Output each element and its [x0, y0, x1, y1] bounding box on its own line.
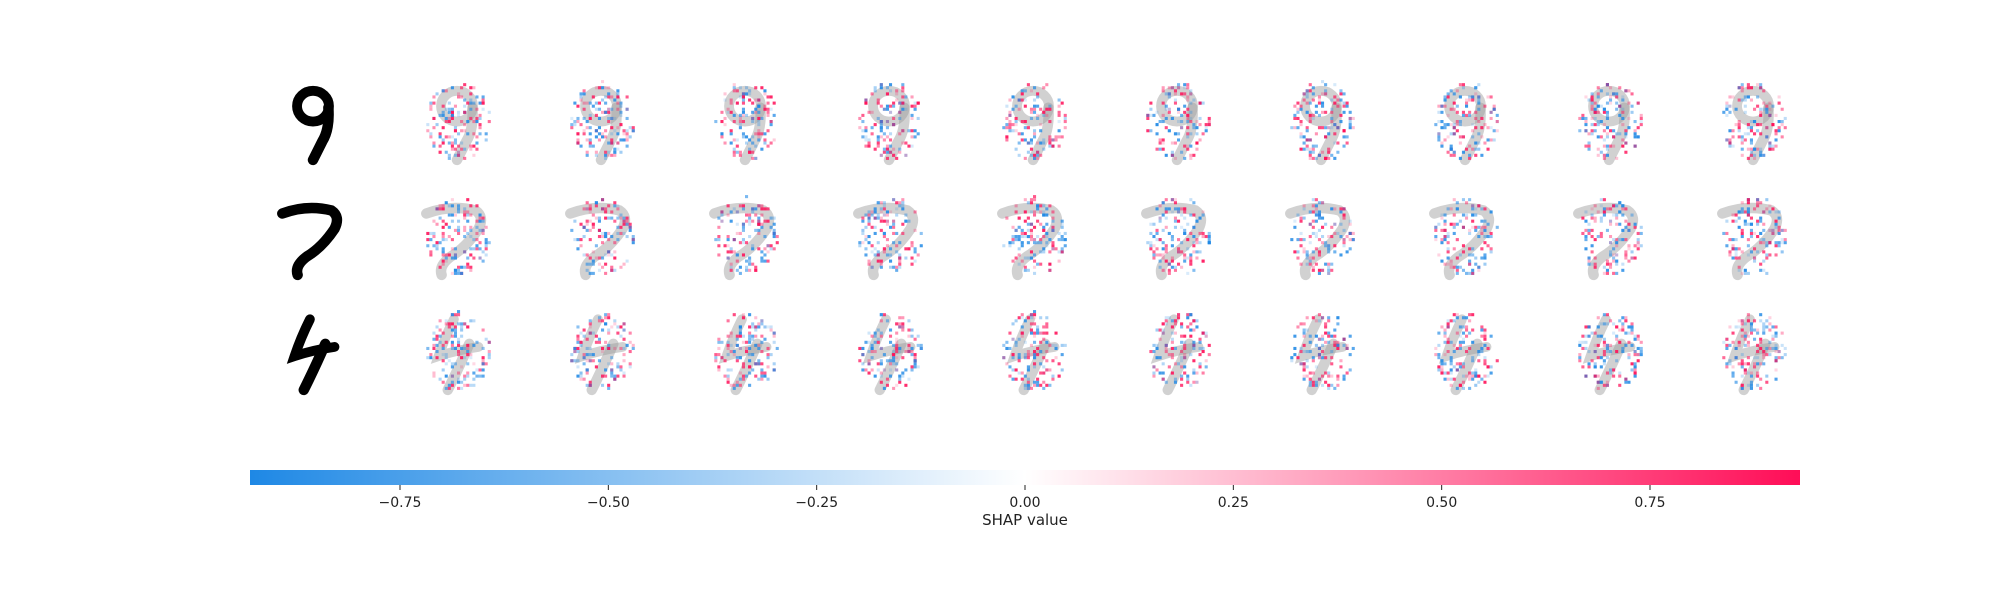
shap-map-row-3-col-1 [426, 310, 491, 396]
shap-map-row-1-col-2 [570, 80, 635, 166]
colorbar-label: SHAP value [982, 511, 1068, 529]
shap-map-row-1-col-6 [1146, 83, 1211, 166]
shap-map-row-2-col-6 [1141, 198, 1211, 281]
shap-map-row-3-col-10 [1722, 313, 1787, 396]
colorbar-tick-label: −0.50 [587, 495, 630, 511]
colorbar-tick-label: −0.25 [795, 495, 838, 511]
shap-map-row-1-col-4 [858, 83, 920, 166]
shap-map-row-1-col-5 [1002, 83, 1067, 166]
colorbar-tick-label: −0.75 [379, 495, 422, 511]
shap-map-row-1-col-7 [1290, 80, 1355, 166]
shap-map-row-1-col-10 [1722, 83, 1787, 166]
shap-map-row-3-col-6 [1149, 313, 1211, 396]
shap-map-row-3-col-9 [1578, 313, 1643, 396]
colorbar-tick-label: 0.00 [1009, 495, 1040, 511]
shap-map-row-2-col-4 [853, 198, 923, 281]
shap-map-row-3-col-8 [1434, 313, 1499, 396]
colorbar-gradient [250, 470, 1800, 485]
colorbar: −0.75 −0.50 −0.25 0.00 0.25 0.50 0.75 SHAP val… [250, 470, 1800, 529]
shap-map-row-2-col-1 [421, 198, 491, 281]
image-grid [277, 80, 1787, 396]
colorbar-tick-label: 0.25 [1218, 495, 1249, 511]
input-image-row-3 [286, 314, 340, 396]
shap-map-row-2-col-5 [997, 195, 1067, 281]
shap-map-row-1-col-3 [714, 83, 776, 166]
shap-map-row-3-col-2 [570, 313, 635, 396]
shap-map-row-1-col-8 [1434, 83, 1499, 166]
shap-map-row-3-col-4 [858, 313, 923, 396]
shap-map-row-3-col-5 [1002, 310, 1067, 396]
shap-map-row-2-col-2 [565, 198, 635, 281]
shap-map-row-2-col-7 [1285, 198, 1355, 281]
shap-map-row-3-col-3 [714, 313, 779, 396]
input-image-row-2 [277, 202, 343, 281]
colorbar-tick-label: 0.75 [1634, 495, 1665, 511]
input-image-row-1 [292, 85, 334, 166]
shap-map-row-3-col-7 [1290, 313, 1355, 396]
shap-map-row-1-col-1 [426, 83, 491, 166]
shap-map-row-1-col-9 [1578, 83, 1643, 166]
shap-map-row-2-col-8 [1429, 198, 1499, 281]
shap-map-row-2-col-9 [1573, 198, 1643, 281]
shap-map-row-2-col-10 [1717, 198, 1787, 281]
colorbar-tick-label: 0.50 [1426, 495, 1457, 511]
shap-map-row-2-col-3 [709, 195, 779, 281]
